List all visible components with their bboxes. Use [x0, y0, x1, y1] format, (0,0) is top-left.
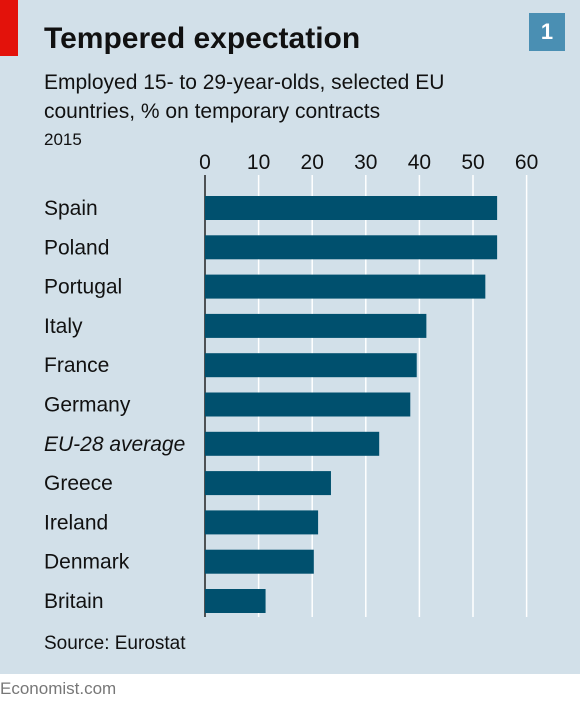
category-label: France [44, 354, 109, 377]
bar [205, 196, 498, 220]
chart-year: 2015 [44, 130, 82, 149]
category-label: Greece [44, 472, 113, 495]
source-note: Source: Eurostat [44, 633, 186, 654]
category-label: Germany [44, 394, 131, 417]
category-label: EU-28 average [44, 433, 185, 456]
bar [205, 313, 427, 338]
category-label: Britain [44, 590, 104, 613]
category-label: Portugal [44, 276, 122, 299]
bar [205, 274, 486, 299]
category-label: Poland [44, 236, 109, 259]
chart-number-badge: 1 [529, 13, 565, 51]
bar [205, 353, 417, 378]
bars [205, 196, 498, 613]
x-tick-label: 40 [408, 151, 431, 174]
bar [205, 589, 266, 613]
bar [205, 510, 319, 535]
category-label: Spain [44, 197, 98, 220]
bar [205, 392, 411, 417]
brand-footer: Economist.com [0, 679, 117, 698]
x-tick-label: 60 [515, 151, 538, 174]
x-tick-labels: 0 10 20 30 40 50 60 [199, 151, 538, 174]
x-tick-label: 0 [199, 151, 211, 174]
x-tick-label: 30 [354, 151, 377, 174]
bar [205, 549, 314, 574]
bar-chart: 0 10 20 30 40 50 60 Spain Poland Portugal Italy Fr… [44, 151, 538, 617]
category-label: Denmark [44, 551, 130, 574]
red-accent-tag [0, 0, 18, 56]
category-label: Italy [44, 315, 83, 338]
category-labels: Spain Poland Portugal Italy France Germany EU-… [44, 197, 185, 613]
x-tick-label: 20 [301, 151, 324, 174]
category-label: Ireland [44, 511, 108, 534]
chart-title: Tempered expectation [44, 22, 361, 55]
bar [205, 471, 331, 496]
chart-subtitle: Employed 15- to 29-year-olds, selected E… [44, 71, 445, 123]
x-tick-label: 10 [247, 151, 270, 174]
bar [205, 235, 498, 260]
x-tick-label: 50 [461, 151, 484, 174]
bar [205, 431, 380, 456]
